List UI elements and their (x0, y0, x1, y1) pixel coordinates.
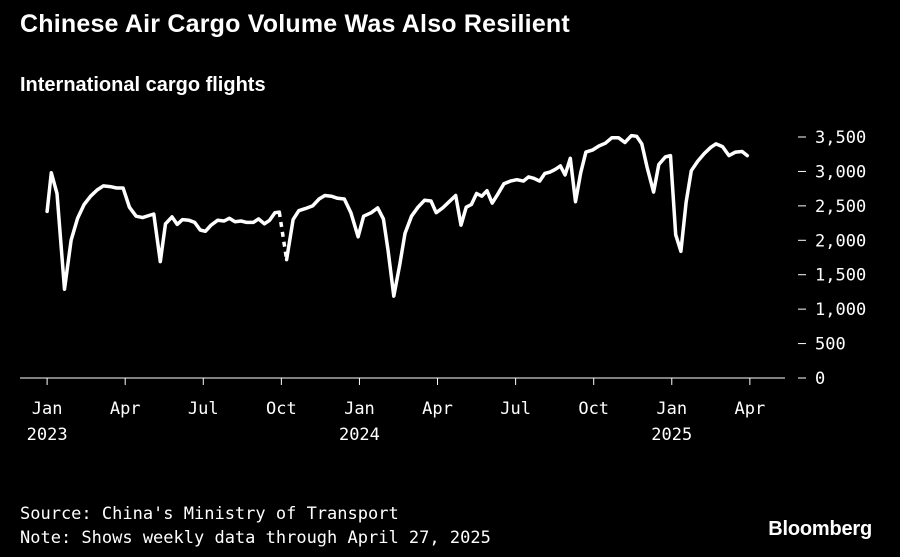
chart-title: Chinese Air Cargo Volume Was Also Resili… (20, 10, 570, 38)
x-tick-year-label: 2024 (339, 425, 380, 445)
x-tick-label: Oct (266, 399, 297, 419)
x-tick-label: Jan (32, 399, 63, 419)
series-line-segment (45, 171, 282, 291)
bloomberg-logo: Bloomberg (768, 518, 872, 540)
chart-subtitle: International cargo flights (20, 74, 266, 96)
source-note: Source: China's Ministry of Transport (20, 504, 399, 524)
x-tick-label: Jul (500, 399, 531, 419)
axis-layer: 0 500 1,000 1,500 2,000 2,500 3,000 3,500 Jan 202… (20, 128, 866, 445)
x-tick-label: Jan (656, 399, 687, 419)
y-tick-label: 2,000 (815, 231, 866, 251)
y-tick-label: 3,500 (815, 128, 866, 148)
y-tick-label: 1,000 (815, 300, 866, 320)
y-tick-label: 2,500 (815, 197, 866, 217)
x-tick-year-label: 2023 (27, 425, 68, 445)
series-line-segment (284, 133, 750, 298)
x-tick-label: Apr (110, 399, 141, 419)
x-tick-label: Jan (344, 399, 375, 419)
y-tick-label: 500 (815, 335, 846, 355)
y-tick-label: 3,000 (815, 162, 866, 182)
y-tick-label: 0 (815, 369, 825, 389)
data-note: Note: Shows weekly data through April 27… (20, 528, 491, 548)
series-line-gap-segment (277, 211, 289, 260)
y-tick-label: 1,500 (815, 266, 866, 286)
x-tick-label: Oct (578, 399, 609, 419)
x-tick-label: Apr (735, 399, 766, 419)
x-tick-label: Jul (188, 399, 219, 419)
x-tick-label: Apr (422, 399, 453, 419)
x-tick-year-label: 2025 (651, 425, 692, 445)
line-layer (45, 133, 750, 298)
